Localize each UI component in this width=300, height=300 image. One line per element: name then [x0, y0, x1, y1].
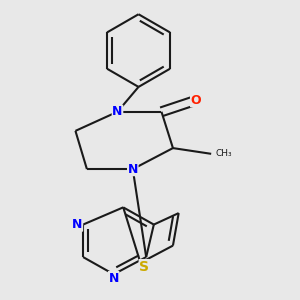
Text: N: N — [72, 218, 82, 231]
Text: O: O — [190, 94, 201, 107]
Text: N: N — [109, 272, 119, 285]
Text: N: N — [112, 105, 123, 118]
Text: S: S — [139, 260, 149, 274]
Text: N: N — [128, 163, 138, 176]
Text: CH₃: CH₃ — [215, 149, 232, 158]
